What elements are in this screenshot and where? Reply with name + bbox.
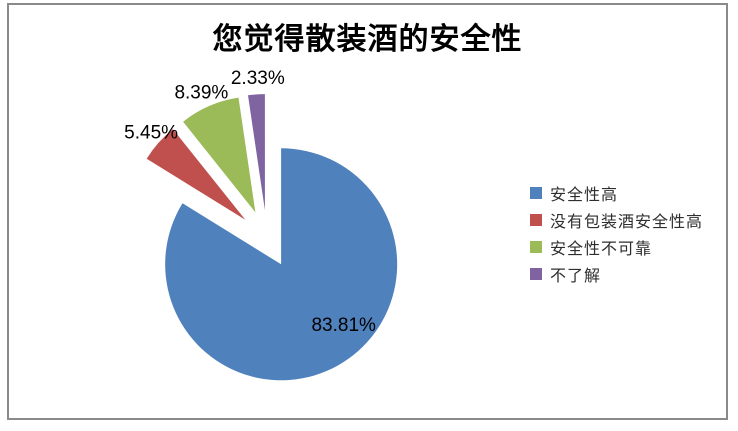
pie-slice-label-3: 8.39% <box>174 82 228 103</box>
legend-item: 安全性高 <box>530 179 725 206</box>
legend-item: 安全性不可靠 <box>530 233 725 260</box>
legend-swatch-purple <box>530 267 542 280</box>
legend-swatch-red <box>530 213 542 226</box>
legend-label: 没有包装酒安全性高 <box>550 213 704 231</box>
legend-item: 没有包装酒安全性高 <box>530 206 725 233</box>
legend-label: 不了解 <box>550 267 602 285</box>
pie-slice-2 <box>146 129 246 220</box>
legend-swatch-green <box>530 240 542 253</box>
pie-slice-1 <box>165 148 398 381</box>
legend-label: 安全性不可靠 <box>550 240 653 258</box>
legend: 安全性高 没有包装酒安全性高 安全性不可靠 不了解 <box>530 179 725 287</box>
legend-swatch-blue <box>530 186 542 199</box>
pie-slice-4 <box>248 94 265 211</box>
legend-item: 不了解 <box>530 260 725 287</box>
chart-title: 您觉得散装酒的安全性 <box>212 23 523 56</box>
legend-label: 安全性高 <box>550 186 619 204</box>
pie-slice-3 <box>183 97 256 213</box>
pie-slice-label-4: 2.33% <box>231 68 285 89</box>
pie-slice-label-2: 5.45% <box>124 123 178 144</box>
pie-slice-label-1: 83.81% <box>311 315 376 336</box>
pie-labels-group: 83.81% 5.45% 8.39%2.33% <box>124 68 376 336</box>
pie-slices-group <box>146 94 398 381</box>
